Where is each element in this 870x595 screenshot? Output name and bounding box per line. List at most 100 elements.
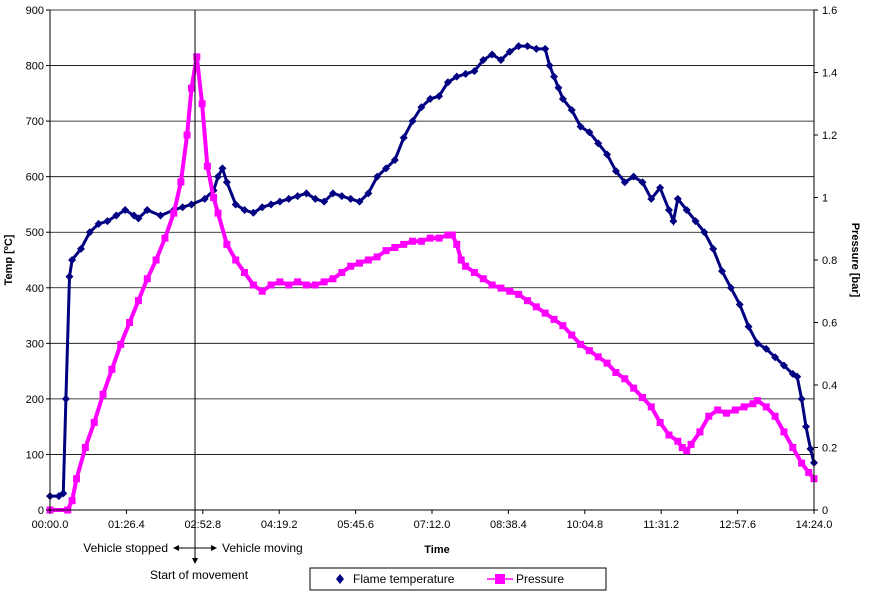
x-ticks: 00:00.0 01:26.4 02:52.8 04:19.2 05:45.6 07:12… xyxy=(32,510,833,531)
data-point xyxy=(673,194,682,203)
data-point xyxy=(594,139,603,148)
data-point xyxy=(193,53,201,61)
data-point xyxy=(705,412,713,420)
data-point xyxy=(603,150,612,159)
data-point xyxy=(390,156,399,164)
data-point xyxy=(143,206,152,214)
data-point xyxy=(284,194,293,203)
data-point xyxy=(479,56,488,64)
data-point xyxy=(210,194,218,201)
data-point xyxy=(762,344,771,353)
y-left-tick-label: 600 xyxy=(26,172,44,184)
data-point xyxy=(470,269,478,276)
data-point xyxy=(328,189,337,198)
data-point xyxy=(112,211,121,220)
data-point xyxy=(545,61,554,70)
data-point xyxy=(798,459,806,467)
data-point xyxy=(726,283,735,292)
data-point xyxy=(346,194,355,203)
data-point xyxy=(294,278,302,286)
data-point xyxy=(355,197,364,206)
data-point xyxy=(731,406,739,414)
data-point xyxy=(700,228,709,237)
data-point xyxy=(156,211,165,220)
data-point xyxy=(59,489,68,498)
data-point xyxy=(170,209,178,217)
data-point xyxy=(740,403,748,411)
y-right-tick-label: 1 xyxy=(822,193,828,205)
data-point xyxy=(382,164,391,173)
data-point xyxy=(488,50,497,59)
data-point xyxy=(198,100,206,108)
data-point xyxy=(183,131,191,139)
data-point xyxy=(577,340,585,348)
y-left-tick-label: 0 xyxy=(38,505,44,517)
data-point xyxy=(656,419,664,426)
data-point xyxy=(285,281,293,289)
y-right-tick-label: 0.8 xyxy=(822,255,837,267)
data-point xyxy=(558,94,567,103)
data-point xyxy=(143,275,151,283)
data-point xyxy=(488,281,496,289)
data-point xyxy=(802,422,811,431)
data-point xyxy=(99,390,107,398)
data-point xyxy=(514,42,523,51)
arrow-right-head xyxy=(211,545,218,551)
x-tick-label: 14:24.0 xyxy=(796,519,833,531)
data-point xyxy=(532,44,541,53)
y-left-tick-label: 700 xyxy=(26,116,44,128)
legend-flame-label: Flame temperature xyxy=(353,572,455,586)
data-point xyxy=(674,437,682,445)
data-point xyxy=(214,209,222,217)
x-tick-label: 10:04.8 xyxy=(566,519,603,531)
data-point xyxy=(108,365,116,373)
data-point xyxy=(408,117,417,126)
x-tick-label: 11:31.2 xyxy=(643,519,679,531)
data-point xyxy=(647,194,656,203)
data-point xyxy=(417,103,426,112)
y-right-tick-label: 0.2 xyxy=(822,443,837,455)
data-point xyxy=(793,372,802,381)
data-point xyxy=(479,275,487,283)
data-point xyxy=(187,84,195,92)
data-point xyxy=(722,409,730,417)
data-point xyxy=(779,361,788,370)
series-flame-temperature xyxy=(46,42,818,501)
data-point xyxy=(709,244,718,253)
data-point xyxy=(400,240,408,248)
data-point xyxy=(461,69,470,78)
data-point xyxy=(382,247,390,255)
data-point xyxy=(523,42,532,51)
data-point xyxy=(568,331,576,339)
data-point xyxy=(682,206,691,214)
data-point xyxy=(532,303,540,311)
data-point xyxy=(620,178,629,187)
data-point xyxy=(541,44,550,53)
data-point xyxy=(771,353,780,362)
data-point xyxy=(749,400,757,408)
data-point xyxy=(656,183,665,192)
data-point xyxy=(302,281,310,289)
data-point xyxy=(638,178,647,187)
data-point xyxy=(585,347,593,355)
y-left-tick-label: 300 xyxy=(26,338,44,350)
data-point xyxy=(443,78,452,87)
data-point xyxy=(249,281,257,289)
movement-annotation: Vehicle stopped Vehicle moving Start of … xyxy=(83,10,303,582)
data-point xyxy=(218,164,227,173)
data-point xyxy=(293,192,302,201)
data-point xyxy=(497,284,505,292)
data-point xyxy=(73,475,81,483)
data-point xyxy=(506,287,514,295)
data-point xyxy=(134,214,143,223)
y-left-tick-label: 900 xyxy=(26,5,44,17)
data-point xyxy=(68,256,77,264)
data-point xyxy=(275,197,284,206)
data-point xyxy=(505,47,514,56)
data-point xyxy=(457,256,465,264)
data-point xyxy=(470,67,479,76)
data-point xyxy=(117,340,125,348)
data-point xyxy=(103,217,112,226)
data-point xyxy=(603,359,611,367)
data-point xyxy=(550,72,559,81)
